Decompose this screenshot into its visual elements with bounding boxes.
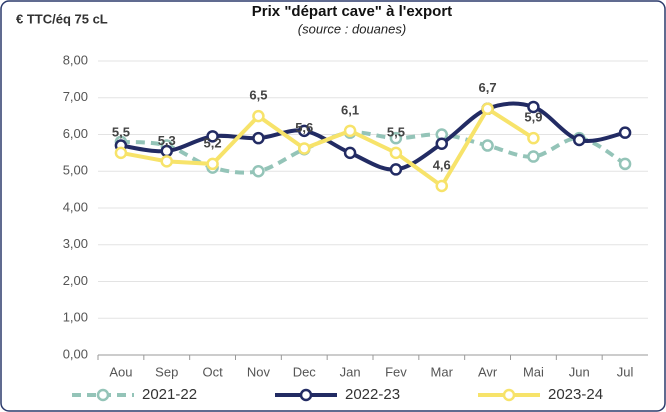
point — [435, 137, 448, 150]
chart-subtitle: (source : douanes) — [298, 21, 406, 36]
data-label: 5,2 — [204, 135, 222, 150]
x-tick-label: Jan — [340, 364, 361, 379]
data-label: 5,9 — [524, 110, 542, 125]
data-label: 6,5 — [249, 88, 267, 103]
data-label: 6,1 — [341, 102, 359, 117]
x-tick-label: Jul — [617, 364, 634, 379]
x-tick-label: Dec — [293, 364, 317, 379]
point — [206, 130, 219, 143]
x-tick-label: Oct — [202, 364, 223, 379]
y-tick-label: 7,00 — [63, 89, 88, 104]
x-tick-label: Jun — [569, 364, 590, 379]
point — [343, 146, 357, 160]
x-tick-label: Nov — [247, 364, 271, 379]
point — [573, 133, 586, 147]
x-tick-label: Mai — [523, 364, 544, 379]
y-tick-label: 0,00 — [63, 346, 88, 361]
legend-marker — [96, 388, 110, 402]
point — [298, 142, 311, 155]
point — [481, 139, 494, 152]
point — [252, 109, 265, 123]
y-tick-label: 2,00 — [63, 273, 88, 288]
data-label: 5,5 — [387, 124, 405, 139]
y-tick-label: 8,00 — [63, 52, 88, 67]
series-line — [120, 105, 535, 189]
point — [389, 131, 403, 145]
data-label: 4,6 — [433, 157, 451, 172]
point — [343, 124, 357, 138]
y-tick-label: 3,00 — [63, 236, 88, 251]
point — [527, 150, 540, 163]
point — [481, 102, 494, 116]
legend-marker — [502, 388, 516, 402]
point — [389, 163, 403, 176]
point — [389, 146, 403, 160]
point — [160, 155, 173, 168]
point — [618, 126, 632, 139]
y-axis-label: € TTC/éq 75 cL — [16, 11, 108, 26]
point — [527, 100, 540, 114]
x-tick-label: Sep — [155, 364, 178, 379]
chart-title: Prix "départ cave" à l'export — [252, 3, 452, 20]
x-tick-label: Aou — [109, 364, 132, 379]
point — [527, 131, 540, 145]
legend-label: 2021-22 — [142, 386, 197, 403]
data-label: 5,3 — [158, 133, 176, 148]
y-tick-label: 6,00 — [63, 126, 88, 141]
legend-label: 2023-24 — [548, 386, 603, 403]
point — [114, 146, 128, 160]
x-tick-label: Avr — [478, 364, 498, 379]
point — [252, 131, 265, 145]
y-tick-label: 4,00 — [63, 199, 88, 214]
y-tick-label: 1,00 — [63, 310, 88, 325]
legend-marker — [299, 388, 313, 402]
point — [435, 179, 448, 193]
data-label: 5,6 — [295, 120, 313, 135]
point — [252, 165, 265, 178]
legend-label: 2022-23 — [345, 386, 400, 403]
point — [298, 124, 311, 138]
data-label: 5,5 — [112, 124, 130, 139]
x-tick-label: Fev — [385, 364, 407, 379]
data-label: 6,7 — [479, 80, 497, 95]
point — [206, 157, 219, 171]
y-tick-label: 5,00 — [63, 163, 88, 178]
x-tick-label: Mar — [431, 364, 454, 379]
point — [618, 157, 632, 171]
